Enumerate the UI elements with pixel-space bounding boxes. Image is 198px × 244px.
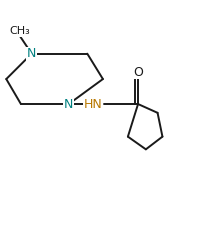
Text: O: O <box>133 66 143 79</box>
Text: CH₃: CH₃ <box>10 26 30 36</box>
Text: N: N <box>27 47 36 60</box>
Text: HN: HN <box>84 98 103 111</box>
Text: N: N <box>64 98 73 111</box>
